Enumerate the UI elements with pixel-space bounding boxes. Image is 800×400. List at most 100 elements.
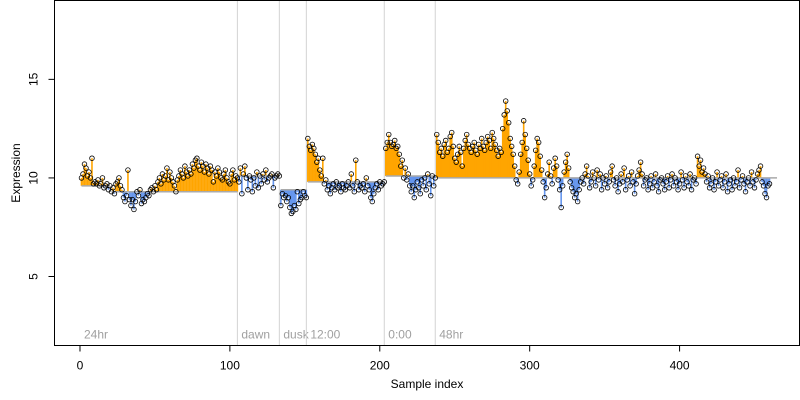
- data-point: [700, 165, 707, 171]
- data-point: [703, 179, 710, 185]
- x-tick-label: 300: [520, 359, 540, 373]
- data-point: [696, 163, 702, 169]
- data-point: [167, 169, 173, 175]
- data-point: [392, 137, 398, 144]
- data-point: [410, 183, 416, 189]
- data-point: [652, 171, 659, 177]
- data-point: [348, 171, 355, 177]
- data-point: [491, 135, 497, 142]
- data-point: [640, 183, 647, 189]
- data-point: [131, 206, 137, 213]
- data-point: [546, 159, 552, 165]
- data-point: [753, 177, 759, 183]
- data-point: [338, 189, 344, 195]
- data-point: [580, 181, 587, 187]
- data-point: [651, 179, 657, 185]
- data-point: [712, 179, 719, 185]
- data-point: [459, 163, 465, 169]
- time-marker-label: dusk: [283, 328, 309, 342]
- data-point: [407, 183, 413, 189]
- data-point: [446, 145, 452, 152]
- data-point: [285, 194, 292, 201]
- data-point: [522, 131, 528, 138]
- data-point: [255, 185, 262, 191]
- data-point: [417, 190, 423, 197]
- data-point: [519, 139, 525, 146]
- data-point: [675, 187, 681, 193]
- data-point: [366, 187, 372, 193]
- data-point: [482, 147, 488, 154]
- data-point: [350, 183, 356, 189]
- data-point: [222, 167, 229, 173]
- data-point: [86, 169, 92, 175]
- data-point: [558, 204, 564, 211]
- data-point: [567, 179, 573, 185]
- x-axis-title: Sample index: [391, 377, 464, 391]
- data-point: [607, 169, 614, 175]
- data-point: [474, 151, 480, 157]
- data-point: [153, 187, 160, 193]
- data-point: [216, 169, 223, 175]
- data-point: [627, 183, 633, 189]
- data-point: [432, 175, 438, 181]
- data-point: [258, 181, 265, 187]
- data-point: [501, 112, 507, 118]
- data-point: [128, 202, 134, 209]
- data-point: [345, 179, 352, 185]
- data-point: [435, 139, 441, 146]
- data-point: [510, 151, 516, 157]
- data-point: [137, 187, 143, 193]
- data-point: [579, 175, 585, 181]
- data-point: [618, 171, 624, 177]
- data-point: [276, 173, 283, 179]
- data-point: [694, 153, 701, 159]
- data-point: [553, 163, 560, 169]
- data-point: [654, 183, 660, 189]
- data-point: [461, 145, 467, 152]
- data-point: [126, 196, 133, 203]
- time-marker-label: dawn: [241, 328, 270, 342]
- data-point: [682, 173, 689, 179]
- data-point: [453, 159, 459, 165]
- data-point: [237, 165, 244, 171]
- time-marker-label: 48hr: [439, 328, 463, 342]
- data-point: [162, 173, 169, 179]
- data-point: [711, 187, 717, 193]
- data-point: [164, 165, 170, 171]
- data-point: [574, 198, 581, 205]
- data-point: [395, 143, 401, 150]
- data-point: [318, 173, 325, 179]
- data-point: [730, 175, 737, 181]
- data-point: [210, 179, 217, 185]
- data-point: [736, 185, 743, 191]
- data-point: [505, 120, 512, 126]
- data-point: [80, 171, 86, 177]
- data-point: [396, 151, 402, 157]
- data-point: [236, 179, 242, 185]
- data-point: [320, 155, 326, 161]
- data-point: [724, 189, 731, 195]
- data-point: [636, 167, 642, 173]
- data-point: [615, 189, 621, 195]
- data-point: [543, 185, 549, 191]
- data-point: [639, 171, 645, 177]
- data-point: [303, 194, 310, 201]
- data-point: [83, 165, 89, 171]
- data-point: [529, 177, 536, 183]
- data-point: [489, 129, 495, 136]
- data-point: [757, 163, 764, 169]
- data-point: [733, 179, 740, 185]
- data-point: [249, 189, 256, 195]
- data-point: [532, 147, 539, 154]
- data-point: [213, 173, 220, 179]
- data-point: [720, 185, 726, 191]
- data-point: [422, 175, 428, 181]
- data-point: [240, 171, 247, 177]
- y-axis-title: Expression: [9, 143, 23, 202]
- data-point: [458, 149, 464, 155]
- data-point: [523, 145, 530, 152]
- data-point: [99, 175, 106, 181]
- data-point: [384, 139, 390, 146]
- data-point: [508, 143, 515, 150]
- data-point: [670, 183, 677, 189]
